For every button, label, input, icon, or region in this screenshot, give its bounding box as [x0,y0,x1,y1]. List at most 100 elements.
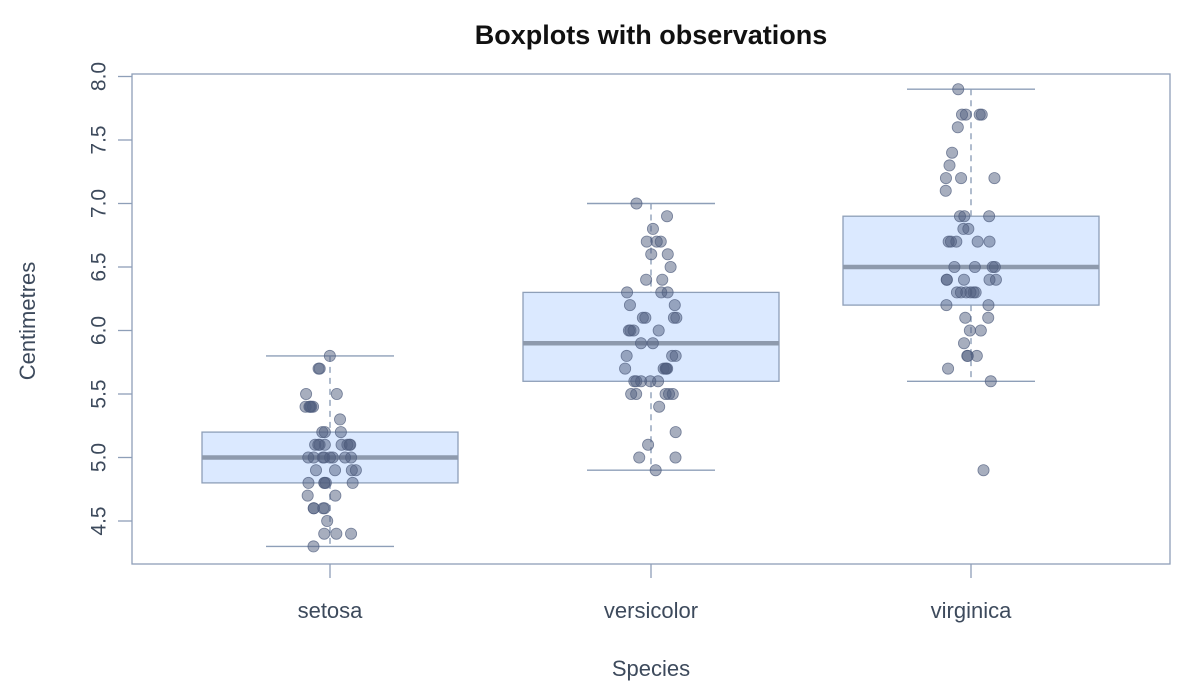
observation-point [669,451,682,464]
observation-point [664,260,677,273]
observation-point [313,362,326,375]
observation-point [633,451,646,464]
observation-point [656,273,669,286]
observation-point [982,299,995,312]
observation-point [318,426,331,439]
observation-point [300,387,313,400]
observation-point [639,311,652,324]
observation-point [349,464,362,477]
chart-title: Boxplots with observations [474,20,828,50]
observation-point [973,108,986,121]
observation-point [318,527,331,540]
observation-point [321,515,334,528]
observation-point [302,451,315,464]
observation-point [960,286,973,299]
observation-point [318,476,331,489]
observation-point [983,210,996,223]
observation-point [963,324,976,337]
observation-point [329,489,342,502]
y-tick-label: 5.5 [88,379,111,408]
observation-point [334,413,347,426]
observation-point [962,222,975,235]
observation-point [644,375,657,388]
observation-point [630,197,643,210]
observation-point [623,299,636,312]
observation-point [307,400,320,413]
observation-point [983,235,996,248]
observation-point [659,387,672,400]
observation-point [645,248,658,261]
observation-point [310,464,323,477]
x-axis-label: Species [611,656,691,681]
observation-point [620,349,633,362]
observation-point [302,476,315,489]
observation-point [939,184,952,197]
observation-point [943,159,956,172]
observation-point [661,210,674,223]
observation-point [670,311,683,324]
y-tick-label: 7.0 [88,189,111,218]
observation-point [660,362,673,375]
observation-point [948,260,961,273]
observation-point [974,324,987,337]
observation-point [970,349,983,362]
observation-point [955,172,968,185]
observation-point [988,172,1001,185]
observation-point [619,362,632,375]
box-versicolor [522,291,780,382]
observation-point [634,337,647,350]
observation-point [318,451,331,464]
y-tick-label: 7.5 [88,125,111,154]
observation-point [942,235,955,248]
observation-point [329,464,342,477]
observation-point [345,527,358,540]
observation-point [307,502,320,515]
observation-point [661,286,674,299]
observation-point [968,260,981,273]
observation-point [309,438,322,451]
observation-point [640,273,653,286]
observation-point [640,235,653,248]
observation-point [301,489,314,502]
observation-point [959,311,972,324]
observation-point [668,299,681,312]
observation-point [330,387,343,400]
observation-point [650,235,663,248]
observation-point [661,248,674,261]
observation-point [625,387,638,400]
observation-point [984,375,997,388]
observation-point [958,210,971,223]
y-tick-label: 8.0 [88,62,111,91]
y-tick-label: 5.0 [88,443,111,472]
observation-point [942,362,955,375]
observation-point [669,349,682,362]
observation-point [977,464,990,477]
observation-point [621,286,634,299]
observation-point [939,172,952,185]
x-tick-label: virginica [931,598,1012,623]
x-tick-label: versicolor [604,598,698,623]
observation-point [334,426,347,439]
observation-point [646,337,659,350]
observation-point [986,260,999,273]
observation-point [346,476,359,489]
observation-point [652,324,665,337]
observation-point [338,451,351,464]
observation-point [956,108,969,121]
observation-point [628,375,641,388]
observation-point [653,400,666,413]
observation-point [951,121,964,134]
observation-point [649,464,662,477]
observation-point [940,273,953,286]
observation-point [957,273,970,286]
observation-point [646,222,659,235]
y-tick-label: 4.5 [88,506,111,535]
observation-point [341,438,354,451]
observation-point [982,311,995,324]
observation-point [624,324,637,337]
observation-point [952,83,965,96]
x-tick-label: setosa [298,598,364,623]
observation-point [669,426,682,439]
